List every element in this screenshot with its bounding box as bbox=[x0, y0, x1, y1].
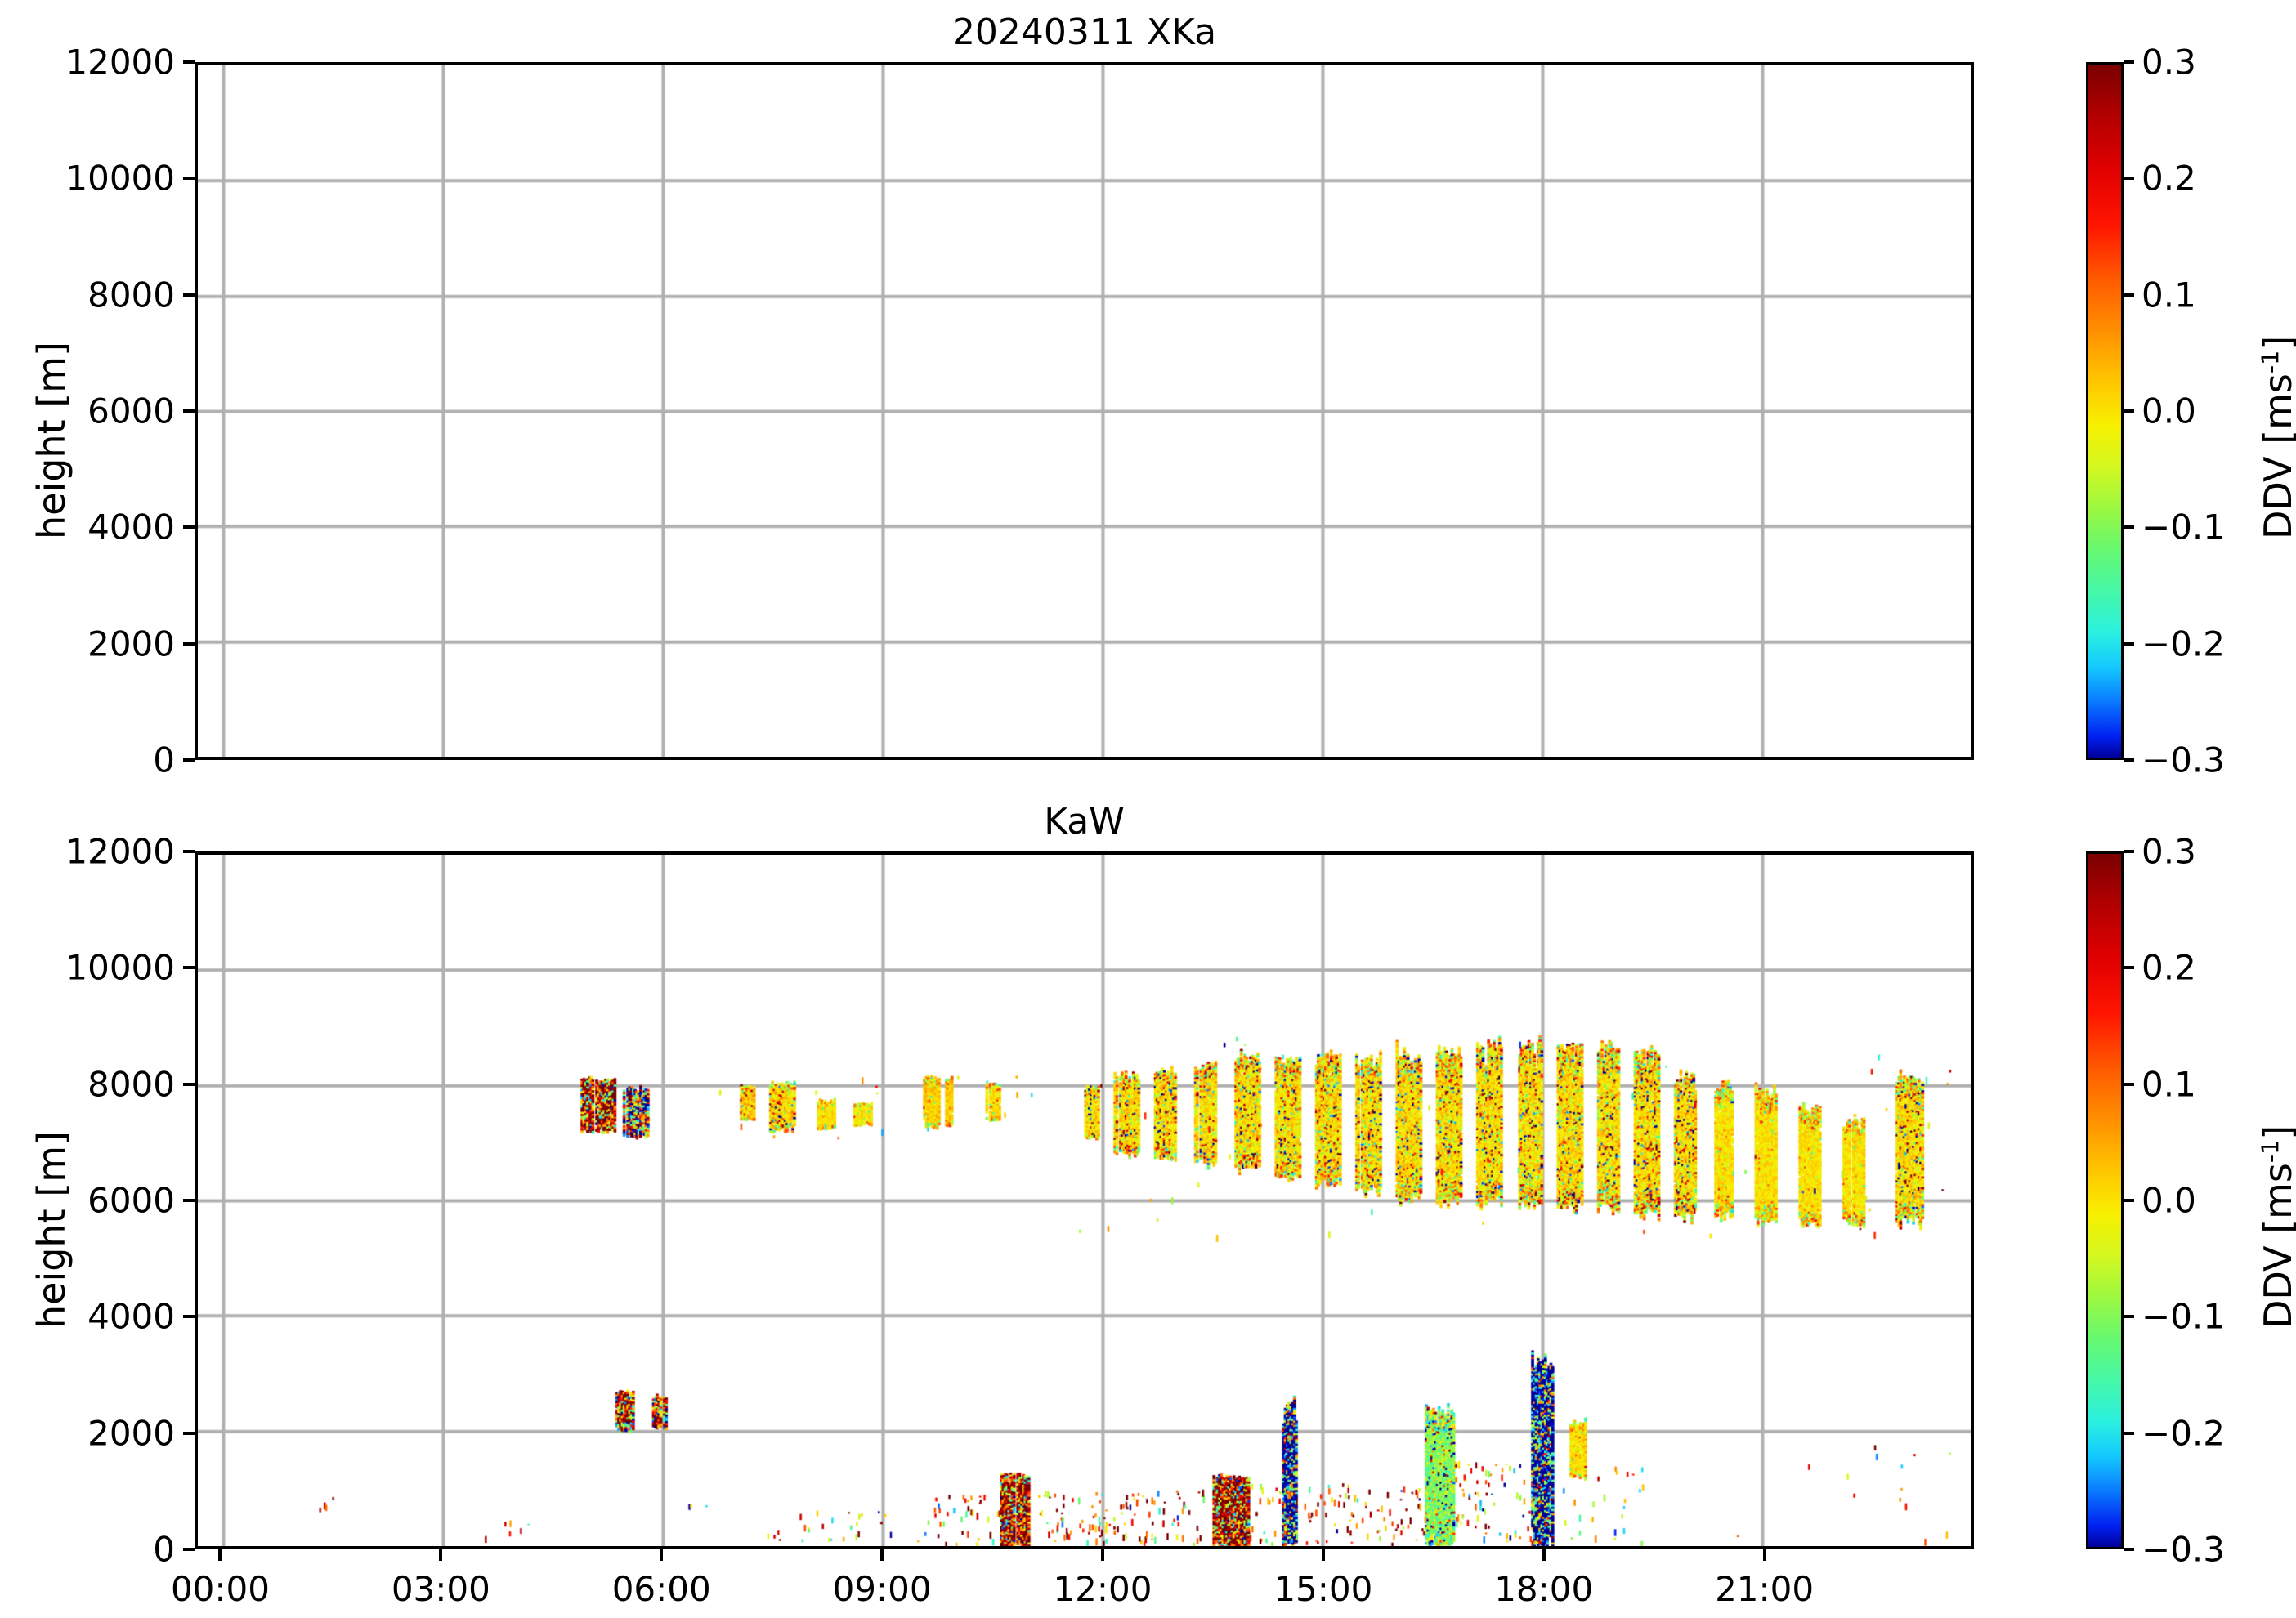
x-tick-label: 15:00 bbox=[1273, 1569, 1373, 1609]
y-tick-mark bbox=[183, 966, 195, 970]
colorbar-tick-mark bbox=[2124, 1199, 2134, 1202]
y-tick-label: 0 bbox=[153, 1529, 175, 1570]
colorbar-tick-mark bbox=[2124, 1548, 2134, 1551]
y-tick-label: 2000 bbox=[87, 1413, 175, 1454]
colorbar-tick-label: 0.0 bbox=[2142, 391, 2196, 431]
y-tick-mark bbox=[183, 293, 195, 297]
colorbar-tick-mark bbox=[2124, 293, 2134, 297]
y-axis-label-xka: height [m] bbox=[29, 342, 74, 539]
panel-kaw bbox=[195, 851, 1974, 1549]
y-axis-label-kaw: height [m] bbox=[29, 1131, 74, 1329]
colorbar-tick-mark bbox=[2124, 1431, 2134, 1435]
y-tick-label: 8000 bbox=[87, 1064, 175, 1105]
colorbar-xka[interactable] bbox=[2086, 62, 2124, 760]
x-tick-mark bbox=[880, 1549, 884, 1561]
y-tick-label: 10000 bbox=[65, 947, 175, 988]
y-tick-mark bbox=[183, 525, 195, 530]
y-tick-label: 12000 bbox=[65, 42, 175, 83]
y-tick-mark bbox=[183, 1082, 195, 1086]
y-tick-label: 12000 bbox=[65, 831, 175, 872]
y-tick-label: 0 bbox=[153, 740, 175, 780]
x-tick-mark bbox=[660, 1549, 664, 1561]
colorbar-kaw[interactable] bbox=[2086, 851, 2124, 1549]
colorbar-label-exponent-kaw: -1 bbox=[2257, 1139, 2285, 1164]
colorbar-label-text-kaw: DDV [ms bbox=[2256, 1163, 2296, 1329]
colorbar-tick-label: 0.2 bbox=[2142, 947, 2196, 988]
y-tick-label: 4000 bbox=[87, 1296, 175, 1337]
y-tick-label: 6000 bbox=[87, 391, 175, 431]
colorbar-tick-mark bbox=[2124, 60, 2134, 64]
panel-title-xka: 20240311 XKa bbox=[951, 11, 1217, 53]
colorbar-label-exponent-xka: -1 bbox=[2257, 350, 2285, 374]
y-tick-mark bbox=[183, 1431, 195, 1435]
panel-title-kaw: KaW bbox=[1044, 801, 1125, 843]
x-tick-mark bbox=[439, 1549, 443, 1561]
y-tick-label: 2000 bbox=[87, 624, 175, 664]
colorbar-tick-label: 0.2 bbox=[2142, 158, 2196, 199]
colorbar-tick-label: −0.2 bbox=[2142, 624, 2225, 664]
colorbar-tick-label: 0.0 bbox=[2142, 1180, 2196, 1221]
x-tick-label: 00:00 bbox=[170, 1569, 271, 1609]
colorbar-tick-mark bbox=[2124, 850, 2134, 853]
colorbar-tick-mark bbox=[2124, 1082, 2134, 1086]
x-tick-mark bbox=[1321, 1549, 1325, 1561]
y-tick-mark bbox=[183, 1548, 195, 1551]
y-tick-label: 8000 bbox=[87, 275, 175, 315]
y-tick-mark bbox=[183, 60, 195, 64]
x-tick-mark bbox=[218, 1549, 222, 1561]
x-tick-label: 09:00 bbox=[832, 1569, 932, 1609]
colorbar-tick-label: 0.3 bbox=[2142, 42, 2196, 83]
colorbar-label-suffix-kaw: ] bbox=[2256, 1124, 2296, 1140]
colorbar-tick-mark bbox=[2124, 758, 2134, 762]
colorbar-tick-mark bbox=[2124, 525, 2134, 530]
x-tick-mark bbox=[1100, 1549, 1104, 1561]
colorbar-tick-label: −0.1 bbox=[2142, 1296, 2225, 1337]
x-tick-label: 06:00 bbox=[611, 1569, 711, 1609]
colorbar-tick-label: −0.3 bbox=[2142, 1529, 2225, 1570]
colorbar-tick-mark bbox=[2124, 409, 2134, 413]
x-tick-label: 03:00 bbox=[391, 1569, 490, 1609]
y-tick-mark bbox=[183, 641, 195, 646]
x-tick-label: 18:00 bbox=[1494, 1569, 1594, 1609]
colorbar-gradient-xka bbox=[2088, 65, 2121, 758]
plot-area-xka bbox=[198, 65, 1971, 757]
y-tick-mark bbox=[183, 1315, 195, 1319]
colorbar-gradient-kaw bbox=[2088, 854, 2121, 1547]
colorbar-tick-label: −0.1 bbox=[2142, 507, 2225, 548]
colorbar-tick-label: 0.1 bbox=[2142, 1064, 2196, 1105]
colorbar-tick-mark bbox=[2124, 641, 2134, 646]
colorbar-tick-mark bbox=[2124, 1315, 2134, 1319]
panel-xka bbox=[195, 62, 1974, 760]
plot-area-kaw bbox=[198, 855, 1971, 1546]
y-tick-mark bbox=[183, 177, 195, 181]
y-tick-label: 4000 bbox=[87, 507, 175, 548]
y-tick-mark bbox=[183, 850, 195, 853]
x-tick-mark bbox=[1762, 1549, 1766, 1561]
y-tick-mark bbox=[183, 758, 195, 762]
x-tick-mark bbox=[1542, 1549, 1546, 1561]
colorbar-tick-label: −0.3 bbox=[2142, 740, 2225, 780]
colorbar-label-text-xka: DDV [ms bbox=[2256, 373, 2296, 539]
y-tick-mark bbox=[183, 1199, 195, 1202]
y-tick-mark bbox=[183, 409, 195, 413]
colorbar-tick-label: 0.1 bbox=[2142, 275, 2196, 315]
x-tick-label: 12:00 bbox=[1053, 1569, 1152, 1609]
y-tick-label: 6000 bbox=[87, 1180, 175, 1221]
x-tick-label: 21:00 bbox=[1715, 1569, 1815, 1609]
colorbar-label-xka: DDV [ms-1] bbox=[2256, 336, 2296, 539]
y-tick-label: 10000 bbox=[65, 158, 175, 199]
colorbar-label-suffix-xka: ] bbox=[2256, 335, 2296, 351]
colorbar-tick-label: 0.3 bbox=[2142, 831, 2196, 872]
colorbar-tick-label: −0.2 bbox=[2142, 1413, 2225, 1454]
colorbar-tick-mark bbox=[2124, 177, 2134, 181]
colorbar-tick-mark bbox=[2124, 966, 2134, 970]
colorbar-label-kaw: DDV [ms-1] bbox=[2256, 1125, 2296, 1329]
